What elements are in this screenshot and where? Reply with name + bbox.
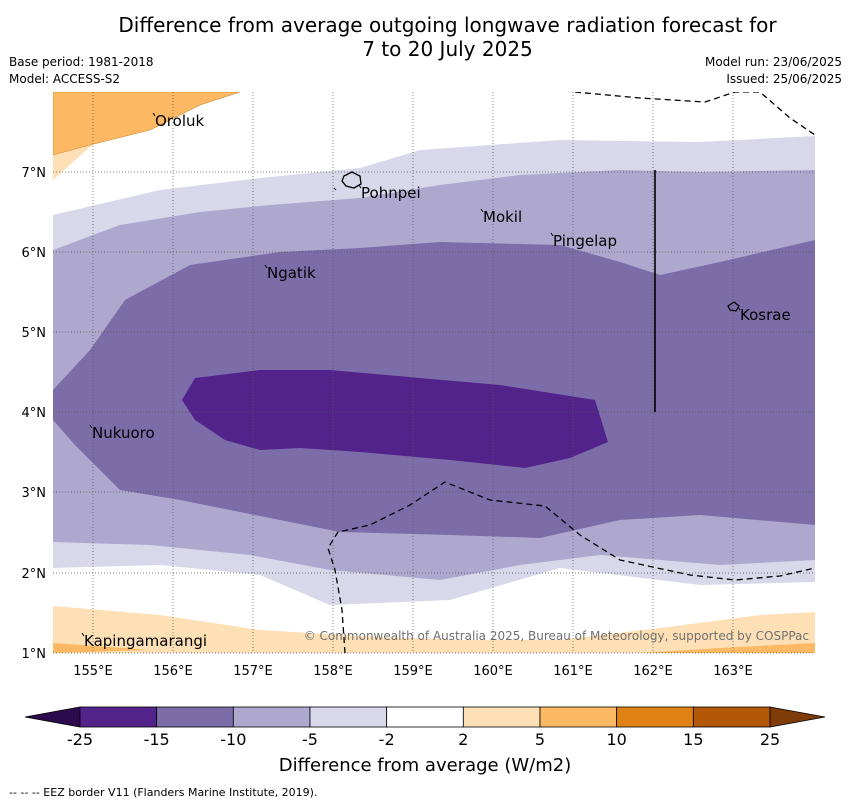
colorbar-tick-label: 25 bbox=[759, 730, 781, 749]
meta-left: Base period: 1981-2018 Model: ACCESS-S2 bbox=[9, 54, 154, 88]
place-label: Oroluk bbox=[155, 112, 204, 130]
colorbar-extend-max bbox=[769, 706, 826, 728]
place-label: Kapingamarangi bbox=[84, 632, 207, 650]
lon-label: 155°E bbox=[73, 664, 113, 679]
lat-label: 6°N bbox=[22, 246, 47, 261]
lat-label: 5°N bbox=[22, 326, 47, 341]
pohnpei-island bbox=[341, 171, 362, 189]
colorbar-tick-label: -10 bbox=[220, 730, 247, 749]
colorbar-title: Difference from average (W/m2) bbox=[278, 755, 572, 776]
negative-band-core bbox=[182, 370, 608, 468]
place-label: Pingelap bbox=[553, 232, 617, 250]
colorbar-segment bbox=[386, 706, 464, 728]
positive-band-bottom-strong bbox=[53, 643, 815, 653]
colorbar-segment bbox=[309, 706, 388, 728]
meta-right: Model run: 23/06/2025 Issued: 25/06/2025 bbox=[705, 54, 842, 88]
colorbar-labels: -25 -15 -10 -5 -2 2 5 10 15 25 bbox=[0, 730, 850, 750]
colorbar-segment bbox=[79, 706, 158, 728]
gridlines bbox=[53, 92, 815, 654]
model-run: Model run: 23/06/2025 bbox=[704, 55, 842, 69]
colorbar-tick-label: 15 bbox=[683, 730, 704, 749]
colorbar-segment bbox=[616, 706, 694, 728]
place-label: Mokil bbox=[483, 208, 522, 226]
latitude-labels: 7°N 6°N 5°N 4°N 3°N 2°N 1°N bbox=[22, 166, 47, 662]
place-label: Nukuoro bbox=[92, 424, 155, 442]
map-title: Difference from average outgoing longwav… bbox=[0, 13, 850, 61]
colorbar-tick-label: 10 bbox=[606, 730, 627, 749]
colorbar-segment bbox=[539, 706, 618, 728]
colorbar-extend-min bbox=[24, 706, 81, 728]
colorbar-tick-label: -2 bbox=[378, 730, 395, 749]
kosrae-island bbox=[727, 301, 740, 312]
colorbar-tick-label: -25 bbox=[66, 730, 94, 749]
issued-date: Issued: 25/06/2025 bbox=[726, 72, 842, 86]
lat-label: 3°N bbox=[22, 486, 47, 501]
lon-label: 161°E bbox=[553, 664, 593, 679]
eez-border bbox=[327, 92, 815, 653]
base-period: Base period: 1981-2018 bbox=[9, 55, 154, 69]
colorbar-tick-label: 2 bbox=[458, 730, 469, 749]
lon-label: 156°E bbox=[153, 664, 193, 679]
colorbar-tick-label: 5 bbox=[534, 730, 546, 749]
lat-label: 2°N bbox=[22, 567, 47, 582]
title-line-2: 7 to 20 July 2025 bbox=[362, 37, 533, 61]
longitude-labels: 155°E 156°E 157°E 158°E 159°E 160°E 161°E 162°E… bbox=[73, 664, 753, 679]
copyright-text: © Commonwealth of Australia 2025, Bureau… bbox=[304, 629, 809, 643]
positive-band-bottom bbox=[53, 606, 815, 653]
lon-label: 158°E bbox=[313, 664, 353, 679]
place-label: Ngatik bbox=[267, 264, 316, 282]
lon-label: 159°E bbox=[393, 664, 433, 679]
colorbar-segment bbox=[156, 706, 234, 728]
lat-label: 4°N bbox=[22, 406, 47, 421]
lon-label: 163°E bbox=[713, 664, 753, 679]
colorbar-segment bbox=[462, 706, 541, 728]
colorbar-segment bbox=[232, 706, 311, 728]
contour-layer bbox=[53, 92, 815, 653]
place-labels: Oroluk Pohnpei Mokil Pingelap Ngatik Kosrae Nu… bbox=[81, 112, 791, 650]
colorbar-tick-label: -5 bbox=[302, 730, 318, 749]
eez-footnote: -- -- -- EEZ border V11 (Flanders Marine… bbox=[9, 786, 318, 799]
place-label: Pohnpei bbox=[361, 184, 421, 202]
islands bbox=[333, 171, 740, 312]
model-name: Model: ACCESS-S2 bbox=[9, 72, 121, 86]
title-line-1: Difference from average outgoing longwav… bbox=[118, 13, 777, 37]
colorbar-tick-label: -15 bbox=[143, 730, 170, 749]
colorbar-segment bbox=[692, 706, 771, 728]
lon-label: 157°E bbox=[233, 664, 273, 679]
colorbar bbox=[24, 706, 826, 728]
positive-band-top-strong bbox=[53, 92, 241, 156]
place-label: Kosrae bbox=[740, 306, 791, 324]
lat-label: 7°N bbox=[22, 166, 47, 181]
lon-label: 160°E bbox=[473, 664, 513, 679]
lon-label: 162°E bbox=[633, 664, 673, 679]
lat-label: 1°N bbox=[22, 647, 47, 662]
